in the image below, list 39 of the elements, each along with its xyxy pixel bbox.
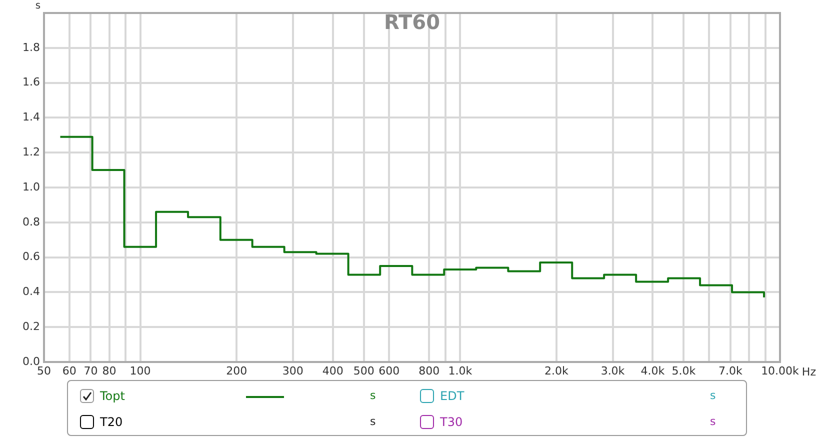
y-axis-title: s — [35, 0, 41, 12]
x-tick-label: 3.0k — [600, 364, 626, 378]
x-tick-label: 50 — [37, 364, 51, 378]
x-axis-title: Hz — [802, 365, 816, 378]
x-tick-label: 300 — [282, 364, 304, 378]
x-tick-label: 1.0k — [448, 364, 473, 378]
x-tick-label: 600 — [378, 364, 400, 378]
y-tick-label: 1.2 — [22, 145, 40, 158]
y-tick-label: 0.2 — [22, 320, 40, 333]
x-tick-label: 400 — [322, 364, 344, 378]
x-tick-label: 4.0k — [640, 364, 666, 378]
x-tick-label: 2.0k — [544, 364, 569, 378]
x-tick-label: 10.00k — [761, 364, 800, 378]
y-tick-label: 0.8 — [22, 215, 40, 228]
x-tick-label: 800 — [418, 364, 440, 378]
text: s — [370, 389, 376, 402]
y-tick-label: 1.0 — [22, 180, 40, 194]
text: s — [710, 415, 716, 428]
y-tick-label: 0.0 — [22, 354, 40, 368]
x-tick-label: 60 — [62, 364, 76, 378]
legend-label: T30 — [440, 415, 463, 429]
x-tick-label: 100 — [130, 364, 151, 378]
y-tick-label: 0.6 — [22, 250, 40, 264]
text: s — [370, 415, 376, 428]
text: s — [710, 389, 716, 402]
x-tick-label: 500 — [353, 364, 374, 378]
x-tick-label: 200 — [226, 364, 248, 378]
legend-label: T20 — [100, 415, 123, 429]
x-tick-label: 70 — [84, 364, 98, 378]
chart-title: RT60 — [384, 10, 440, 34]
y-tick-label: 1.8 — [22, 40, 40, 54]
x-tick-label: 80 — [102, 364, 116, 378]
y-tick-label: 1.6 — [22, 76, 40, 89]
text: Topt — [100, 389, 125, 403]
x-tick-label: 5.0k — [672, 364, 696, 378]
legend-label: EDT — [440, 389, 464, 403]
y-tick-label: 1.4 — [22, 110, 40, 124]
y-tick-label: 0.4 — [22, 285, 40, 298]
x-tick-label: 7.0k — [718, 364, 744, 378]
